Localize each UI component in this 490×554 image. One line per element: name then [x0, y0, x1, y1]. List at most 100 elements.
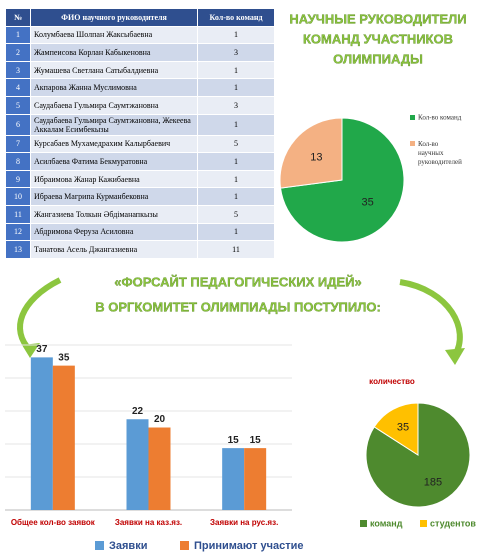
bar [222, 448, 245, 510]
pie-slice [279, 117, 343, 189]
cell: Ибраимова Жанар Кажибаевна [30, 169, 198, 189]
cell: Колумбаева Шолпан Жаксыбаевна [30, 25, 198, 45]
legend-swatch [410, 115, 415, 120]
pie-title: количество [369, 377, 415, 386]
bar [52, 365, 75, 510]
legend-swatch [420, 520, 427, 527]
bar-value: 22 [132, 406, 144, 417]
slice-label: 13 [310, 151, 322, 163]
header-cell: № [5, 8, 31, 27]
heading-top: НАУЧНЫЕ РУКОВОДИТЕЛИ [289, 11, 466, 26]
cell: 5 [197, 204, 275, 224]
cell: 1 [197, 187, 275, 206]
table-row: 9 Ибраимова Жанар Кажибаевна 1 [5, 169, 275, 189]
heading-top: ОЛИМПИАДЫ [333, 51, 423, 66]
cell: Ибраева Магрипа Курманбековна [30, 187, 198, 206]
bar-value: 35 [58, 352, 70, 363]
slice-label: 35 [397, 422, 409, 434]
header-cell: ФИО научного руководителя [30, 8, 198, 27]
cell: 3 [5, 60, 31, 80]
header-cell: Кол-во команд [197, 8, 275, 27]
legend-label: Принимают участие [194, 540, 303, 552]
table-row: 3 Жумашева Светлана Сатыбалдиевна 1 [5, 60, 275, 80]
cell: Асилбаева Фатима Бекмуратовна [30, 152, 198, 171]
cell: 3 [197, 95, 275, 115]
slice-label: 35 [362, 196, 374, 208]
cell: 1 [197, 60, 275, 80]
cell: 1 [197, 113, 275, 136]
heading-top: КОМАНД УЧАСТНИКОВ [303, 31, 453, 46]
table-header: № ФИО научного руководителя Кол-во команд [5, 8, 275, 27]
cell: 5 [5, 95, 31, 115]
arrow-left-head [22, 343, 40, 358]
cell: Саудабаева Гульмира Саумтжановна, Жекеев… [30, 113, 198, 136]
table-row: 11 Жангазиева Толкын Әбдіманапкызы 5 [5, 204, 275, 224]
bar [148, 427, 171, 510]
cell: 11 [197, 240, 275, 259]
cell: Акпарова Жанна Муслимовна [30, 78, 198, 97]
bar-value: 20 [154, 414, 166, 425]
legend-swatch [180, 541, 189, 550]
bar-value: 37 [36, 344, 48, 355]
table-row: 1 Колумбаева Шолпан Жаксыбаевна 1 [5, 25, 275, 45]
bar [30, 357, 53, 510]
table-row: 10 Ибраева Магрипа Курманбековна 1 [5, 187, 275, 206]
arrow-right-head [445, 348, 465, 365]
pie-slice [365, 402, 471, 508]
cell: Жангазиева Толкын Әбдіманапкызы [30, 204, 198, 224]
cell: 4 [5, 78, 31, 97]
arrow-right [399, 279, 463, 357]
cell: 1 [197, 222, 275, 242]
cell: 13 [5, 240, 31, 259]
slice-label: 185 [424, 476, 442, 488]
table-row: 12 Абдримова Феруза Асиловна 1 [5, 222, 275, 242]
pie-slice [373, 402, 419, 456]
cell: Курсабаев Мухамедрахим Калырбаевич [30, 134, 198, 154]
cell: 6 [5, 113, 31, 136]
legend-label: студентов [430, 518, 476, 528]
cell: Жумашева Светлана Сатыбалдиевна [30, 60, 198, 80]
x-tick-label: Заявки на каз.яз. [115, 518, 182, 527]
table-row: 5 Саудабаева Гульмира Саумтжановна 3 [5, 95, 275, 115]
bar-value: 15 [228, 435, 240, 446]
cell: 1 [197, 152, 275, 171]
cell: 3 [197, 43, 275, 62]
table-row: 6 Саудабаева Гульмира Саумтжановна, Жекее… [5, 113, 275, 136]
x-tick-label: Заявки на рус.яз. [210, 518, 278, 527]
cell: 1 [197, 25, 275, 45]
legend-label: Кол-во научных руководителей [418, 140, 462, 166]
table-row: 8 Асилбаева Фатима Бекмуратовна 1 [5, 152, 275, 171]
table-row: 4 Акпарова Жанна Муслимовна 1 [5, 78, 275, 97]
heading-middle: В ОРГКОМИТЕТ ОЛИМПИАДЫ ПОСТУПИЛО: [95, 299, 381, 314]
legend-label: команд [370, 518, 403, 528]
cell: Танатова Асель Джангазиевна [30, 240, 198, 259]
table: № ФИО научного руководителя Кол-во команд 1… [5, 8, 275, 259]
table-row: 13 Танатова Асель Джангазиевна 11 [5, 240, 275, 259]
heading-middle: «ФОРСАЙТ ПЕДАГОГИЧЕСКИХ ИДЕЙ» [114, 274, 361, 289]
cell: 1 [5, 25, 31, 45]
cell: 7 [5, 134, 31, 154]
cell: Абдримова Феруза Асиловна [30, 222, 198, 242]
arrow-left [17, 277, 62, 353]
bar [244, 448, 267, 510]
legend-label: Заявки [109, 540, 147, 552]
bar-value: 15 [250, 435, 262, 446]
cell: 9 [5, 169, 31, 189]
legend-swatch [95, 541, 104, 550]
legend-swatch [360, 520, 367, 527]
cell: 2 [5, 43, 31, 62]
legend-swatch [410, 141, 415, 146]
cell: Жампеисова Корлан Кабыкеновна [30, 43, 198, 62]
cell: 1 [197, 169, 275, 189]
cell: 8 [5, 152, 31, 171]
cell: 1 [197, 78, 275, 97]
legend-label: Кол-во команд [418, 114, 462, 122]
table-row: 2 Жампеисова Корлан Кабыкеновна 3 [5, 43, 275, 62]
cell: Саудабаева Гульмира Саумтжановна [30, 95, 198, 115]
table-row: 7 Курсабаев Мухамедрахим Калырбаевич 5 [5, 134, 275, 154]
x-tick-label: Общее кол-во заявок [11, 518, 96, 527]
bar [126, 419, 149, 510]
cell: 5 [197, 134, 275, 154]
